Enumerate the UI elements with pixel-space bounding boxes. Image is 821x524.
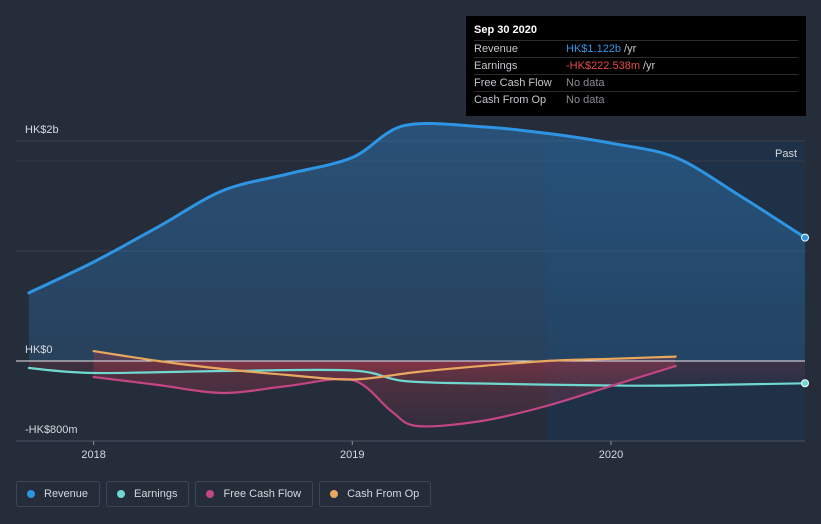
legend-dot-icon — [27, 490, 35, 498]
x-tick-label: 2020 — [599, 449, 623, 461]
tooltip-unit: /yr — [624, 43, 637, 55]
series-line-free-cash-flow — [92, 364, 677, 428]
revenue-area — [28, 123, 805, 361]
y-tick-label: HK$0 — [25, 344, 53, 356]
negative-area-earnings — [28, 361, 805, 386]
series-line-cash-from-op — [92, 350, 677, 381]
x-tick-label: 2018 — [81, 449, 105, 461]
tooltip-label: Earnings — [474, 60, 518, 72]
legend-dot-icon — [330, 490, 339, 498]
series-line-revenue — [27, 121, 807, 295]
tooltip-row-earnings: Earnings -HK$222.538m /yr — [474, 57, 798, 74]
tooltip-value: -HK$222.538m — [566, 60, 640, 72]
tooltip-label: Free Cash Flow — [474, 77, 552, 89]
tooltip-value: No data — [566, 77, 605, 89]
tooltip-panel: Sep 30 2020 Revenue HK$1.122b /yr Earnin… — [466, 16, 806, 116]
y-tick-label: HK$2b — [25, 124, 59, 136]
tooltip-label: Revenue — [474, 43, 519, 55]
end-point-earnings — [801, 379, 809, 388]
chart-legend: Revenue Earnings Free Cash Flow Cash Fro… — [16, 481, 432, 507]
tooltip-unit: /yr — [643, 60, 656, 72]
legend-dot-icon — [117, 490, 126, 498]
legend-item-earnings[interactable]: Earnings — [106, 481, 190, 507]
y-tick-label: -HK$800m — [25, 424, 78, 436]
tooltip-label: Cash From Op — [474, 94, 547, 106]
tooltip-row-revenue: Revenue HK$1.122b /yr — [474, 40, 798, 57]
end-point-revenue — [801, 233, 809, 242]
legend-item-revenue[interactable]: Revenue — [16, 481, 101, 507]
tooltip-value: No data — [566, 94, 605, 106]
legend-label: Earnings — [134, 488, 178, 500]
tooltip-value: HK$1.122b — [566, 43, 622, 55]
legend-label: Free Cash Flow — [223, 488, 302, 500]
legend-dot-icon — [206, 490, 215, 498]
legend-label: Revenue — [44, 488, 89, 500]
legend-item-free-cash-flow[interactable]: Free Cash Flow — [195, 481, 314, 507]
x-tick-label: 2019 — [340, 449, 364, 461]
tooltip-date: Sep 30 2020 — [474, 24, 537, 36]
tooltip-row-free-cash-flow: Free Cash Flow No data — [474, 74, 798, 91]
legend-label: Cash From Op — [347, 488, 420, 500]
tooltip-row-cash-from-op: Cash From Op No data — [474, 91, 798, 108]
legend-item-cash-from-op[interactable]: Cash From Op — [319, 481, 432, 507]
past-label: Past — [775, 148, 797, 160]
series-line-earnings — [27, 366, 807, 387]
